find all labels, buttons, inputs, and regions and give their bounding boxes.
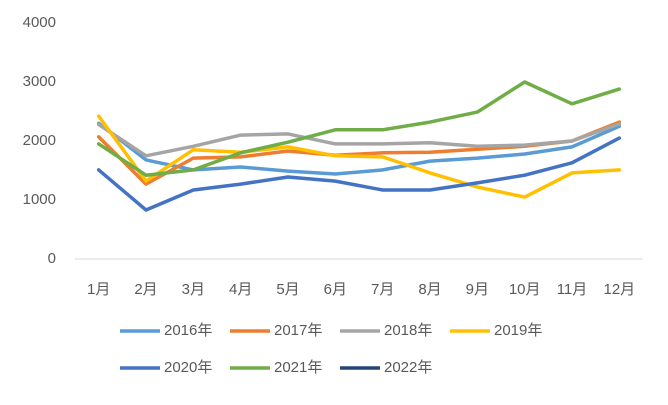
x-tick-label: 6月 bbox=[324, 281, 347, 298]
y-tick-label: 1000 bbox=[23, 191, 56, 208]
x-tick-label: 2月 bbox=[134, 281, 157, 298]
legend-label: 2019年 bbox=[494, 322, 542, 339]
x-tick-label: 10月 bbox=[509, 281, 541, 298]
y-tick-label: 0 bbox=[48, 250, 56, 267]
x-tick-label: 11月 bbox=[557, 281, 588, 298]
x-tick-label: 9月 bbox=[466, 281, 489, 298]
y-tick-label: 3000 bbox=[23, 73, 56, 90]
legend-label: 2022年 bbox=[384, 359, 432, 376]
x-tick-label: 7月 bbox=[371, 281, 394, 298]
x-tick-label: 3月 bbox=[182, 281, 205, 298]
series-line bbox=[96, 136, 622, 212]
y-tick-label: 4000 bbox=[23, 14, 56, 31]
series-line bbox=[96, 80, 622, 177]
x-tick-label: 12月 bbox=[603, 281, 635, 298]
legend-label: 2016年 bbox=[164, 322, 212, 339]
x-tick-label: 8月 bbox=[418, 281, 441, 298]
legend-label: 2021年 bbox=[274, 359, 322, 376]
legend-label: 2018年 bbox=[384, 322, 432, 339]
series-line bbox=[96, 122, 622, 158]
legend-label: 2017年 bbox=[274, 322, 322, 339]
legend-label: 2020年 bbox=[164, 359, 212, 376]
x-tick-label: 5月 bbox=[276, 281, 299, 298]
x-tick-label: 4月 bbox=[229, 281, 252, 298]
y-tick-label: 2000 bbox=[23, 132, 56, 149]
series-line bbox=[96, 121, 622, 176]
series-line bbox=[96, 114, 622, 199]
x-tick-label: 1月 bbox=[87, 281, 110, 298]
